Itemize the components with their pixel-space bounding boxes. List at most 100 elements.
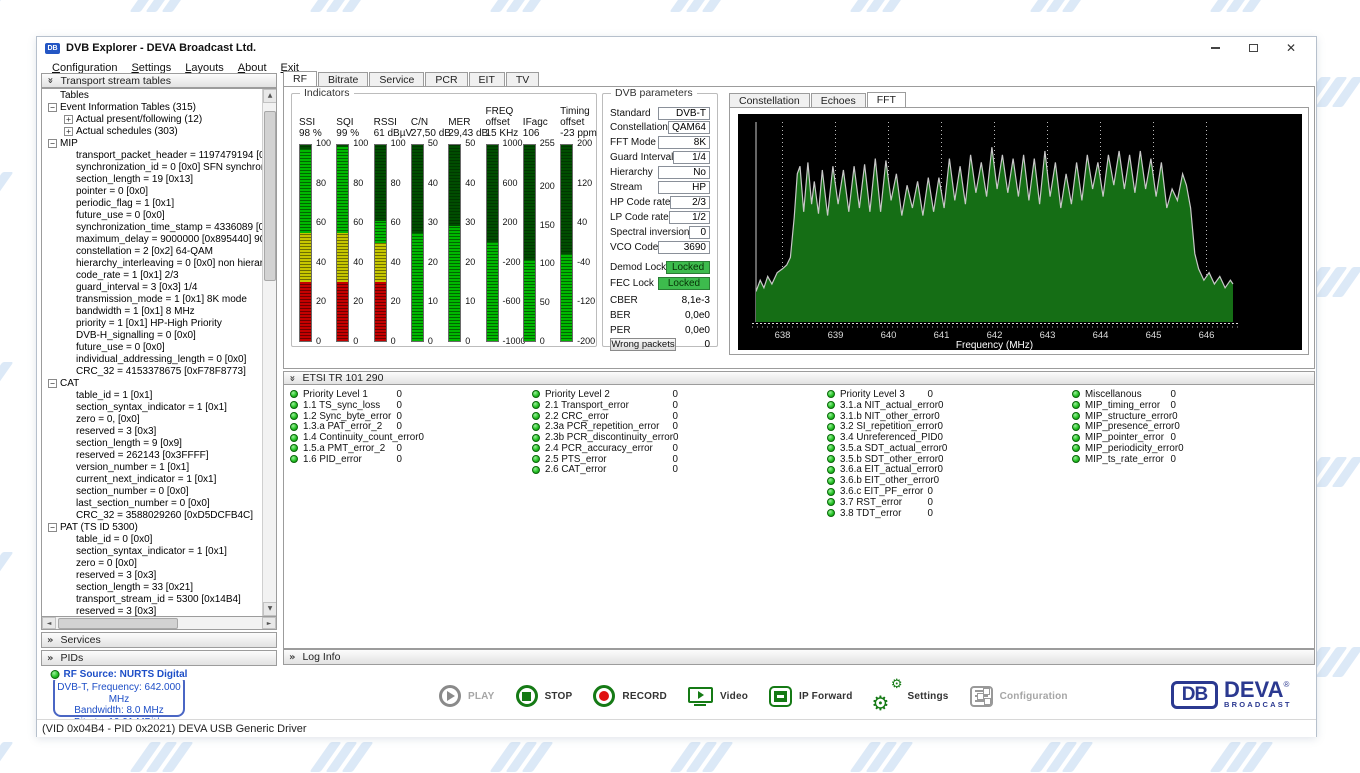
video-button[interactable]: Video — [687, 686, 748, 706]
tree-item[interactable]: future_use = 0 [0x0] — [42, 209, 262, 221]
tree-vertical-scrollbar[interactable]: ▲ ▼ — [262, 89, 276, 616]
tree-item[interactable]: pointer = 0 [0x0] — [42, 185, 262, 197]
scrollbar-thumb[interactable] — [264, 111, 276, 281]
scrollbar-thumb[interactable] — [58, 618, 178, 629]
tree-item[interactable]: section_length = 9 [0x9] — [42, 437, 262, 449]
tree-item[interactable]: section_length = 19 [0x13] — [42, 173, 262, 185]
scroll-left-icon[interactable]: ◄ — [42, 617, 56, 629]
tree-item[interactable]: − Event Information Tables (315) — [42, 101, 262, 113]
tree-item[interactable]: transport_stream_id = 5300 [0x14B4] — [42, 593, 262, 605]
etsi-error-label: 3.8 TDT_error — [840, 507, 902, 519]
menu-item-settings[interactable]: Settings — [131, 61, 172, 74]
minimize-button[interactable] — [1204, 40, 1226, 56]
tab-pcr[interactable]: PCR — [425, 72, 468, 86]
tree-item[interactable]: constellation = 2 [0x2] 64-QAM — [42, 245, 262, 257]
view-tab-echoes[interactable]: Echoes — [810, 93, 866, 107]
maximize-button[interactable] — [1242, 40, 1264, 56]
tree-item[interactable]: transmission_mode = 1 [0x1] 8K mode — [42, 293, 262, 305]
dvb-param-row: HP Code rate 2/3 — [610, 195, 710, 209]
scroll-up-icon[interactable]: ▲ — [263, 89, 276, 103]
tree-item[interactable]: CRC_32 = 3588029260 [0xD5DCFB4C] — [42, 509, 262, 521]
tree-item[interactable]: code_rate = 1 [0x1] 2/3 — [42, 269, 262, 281]
tree-item[interactable]: individual_addressing_length = 0 [0x0] — [42, 353, 262, 365]
tree-item[interactable]: section_number = 0 [0x0] — [42, 485, 262, 497]
tree-item[interactable]: zero = 0, [0x0] — [42, 413, 262, 425]
tree-item[interactable]: − CAT — [42, 377, 262, 389]
tree-collapse-icon[interactable]: − — [48, 138, 57, 148]
tree-item[interactable]: last_section_number = 0 [0x0] — [42, 497, 262, 509]
tree-item[interactable]: DVB-H_signalling = 0 [0x0] — [42, 329, 262, 341]
tree-item[interactable]: zero = 0 [0x0] — [42, 557, 262, 569]
tree-item[interactable]: current_next_indicator = 1 [0x1] — [42, 473, 262, 485]
tree-item[interactable]: reserved = 3 [0x3] — [42, 569, 262, 581]
etsi-error-count: 0 — [396, 410, 402, 422]
record-button[interactable]: RECORD — [593, 685, 667, 707]
menu-item-configuration[interactable]: Configuration — [52, 61, 118, 74]
tree-item[interactable]: guard_interval = 3 [0x3] 1/4 — [42, 281, 262, 293]
close-button[interactable]: ✕ — [1285, 41, 1297, 55]
tree-item[interactable]: periodic_flag = 1 [0x1] — [42, 197, 262, 209]
settings-button[interactable]: ⚙ ⚙ Settings — [871, 676, 949, 715]
tree-item[interactable]: bandwidth = 1 [0x1] 8 MHz — [42, 305, 262, 317]
tree-item[interactable]: version_number = 1 [0x1] — [42, 461, 262, 473]
tab-service[interactable]: Service — [369, 72, 425, 86]
transport-stream-tree[interactable]: Tables − Event Information Tables (315) + Ac… — [41, 88, 277, 616]
log-info-header[interactable]: » Log Info — [283, 649, 1315, 665]
menu-item-exit[interactable]: Exit — [280, 61, 299, 74]
configuration-button[interactable]: Configuration — [969, 685, 1068, 707]
tree-collapse-icon[interactable]: − — [48, 522, 57, 532]
play-button[interactable]: PLAY — [439, 685, 495, 707]
tree-item[interactable]: section_syntax_indicator = 1 [0x1] — [42, 401, 262, 413]
settings-icon: ⚙ ⚙ — [871, 676, 903, 715]
tree-item[interactable]: CRC_32 = 4153378675 [0xF78F8773] — [42, 365, 262, 377]
view-tab-fft[interactable]: FFT — [866, 92, 906, 107]
tree-item-label: Actual present/following (12) — [76, 113, 203, 125]
tree-item[interactable]: reserved = 262143 [0x3FFFF] — [42, 449, 262, 461]
pids-section-header[interactable]: » PIDs — [41, 650, 277, 666]
tree-collapse-icon[interactable]: − — [48, 378, 57, 388]
etsi-tr-101-290-header[interactable]: » ETSI TR 101 290 — [283, 371, 1315, 385]
tree-item-label: code_rate = 1 [0x1] 2/3 — [76, 269, 179, 281]
tree-item[interactable]: − PAT (TS ID 5300) — [42, 521, 262, 533]
tree-item[interactable]: − MIP — [42, 137, 262, 149]
tree-item[interactable]: maximum_delay = 9000000 [0x895440] 900,0… — [42, 233, 262, 245]
etsi-error-count: 0 — [672, 453, 678, 465]
tab-tv[interactable]: TV — [505, 72, 540, 86]
rf-source-bandwidth: Bandwidth: 8.0 MHz — [74, 705, 164, 716]
wrong-packets-button[interactable]: Wrong packets — [610, 337, 676, 351]
tree-item[interactable]: synchronization_id = 0 [0x0] SFN synchro… — [42, 161, 262, 173]
tree-item[interactable]: future_use = 0 [0x0] — [42, 341, 262, 353]
tree-item[interactable]: section_length = 33 [0x21] — [42, 581, 262, 593]
scroll-right-icon[interactable]: ► — [262, 617, 276, 629]
fft-x-tick-label: 646 — [1199, 330, 1215, 341]
tree-item[interactable]: table_id = 1 [0x1] — [42, 389, 262, 401]
tree-item[interactable]: priority = 1 [0x1] HP-High Priority — [42, 317, 262, 329]
menu-item-layouts[interactable]: Layouts — [185, 61, 224, 74]
tree-item[interactable]: table_id = 0 [0x0] — [42, 533, 262, 545]
tree-item[interactable]: reserved = 3 [0x3] — [42, 605, 262, 617]
tree-item[interactable]: transport_packet_header = 1197479194 [0x… — [42, 149, 262, 161]
tree-item[interactable]: + Actual present/following (12) — [42, 113, 262, 125]
tree-item[interactable]: hierarchy_interleaving = 0 [0x0] non hie… — [42, 257, 262, 269]
transport-stream-tables-header[interactable]: » Transport stream tables — [41, 73, 277, 88]
tab-rf[interactable]: RF — [283, 71, 317, 86]
view-tab-constellation[interactable]: Constellation — [729, 93, 810, 107]
tree-item[interactable]: synchronization_time_stamp = 4336089 [0x… — [42, 221, 262, 233]
ip-forward-button[interactable]: IP Forward — [769, 685, 853, 707]
tree-collapse-icon[interactable]: − — [48, 102, 57, 112]
tree-item[interactable]: reserved = 3 [0x3] — [42, 425, 262, 437]
tree-item[interactable]: section_syntax_indicator = 1 [0x1] — [42, 545, 262, 557]
scroll-down-icon[interactable]: ▼ — [263, 602, 276, 616]
tree-expand-icon[interactable]: + — [64, 114, 73, 124]
tab-eit[interactable]: EIT — [468, 72, 505, 86]
services-section-header[interactable]: » Services — [41, 632, 277, 648]
tree-horizontal-scrollbar[interactable]: ◄ ► — [41, 616, 277, 630]
tree-item[interactable]: Tables — [42, 89, 262, 101]
menu-item-about[interactable]: About — [237, 61, 267, 74]
tree-item[interactable]: + Actual schedules (303) — [42, 125, 262, 137]
tree-expand-icon[interactable]: + — [64, 126, 73, 136]
tab-bitrate[interactable]: Bitrate — [318, 72, 369, 86]
dvb-param-value: QAM64 — [667, 121, 710, 135]
stop-button[interactable]: STOP — [515, 685, 573, 707]
gauge-tick-label: 40 — [465, 177, 476, 188]
